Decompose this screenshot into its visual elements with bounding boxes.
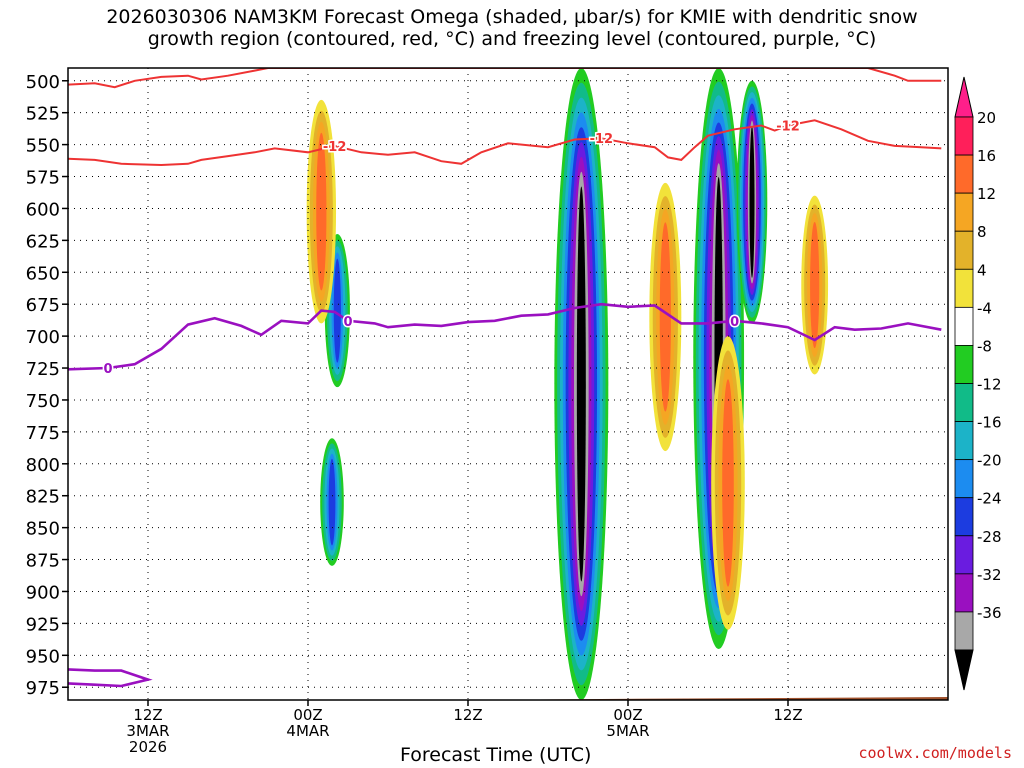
y-tick-label: 775 (26, 423, 60, 444)
contour-label: -12 (590, 132, 614, 147)
omega-feature-6 (659, 222, 671, 412)
y-tick-label: 500 (26, 72, 60, 93)
x-tick-label: 12Z (133, 706, 162, 724)
colorbar-label: -20 (977, 452, 1002, 470)
omega-feature-0 (576, 186, 586, 582)
colorbar-label: -8 (977, 337, 992, 355)
colorbar-swatch (954, 192, 974, 232)
colorbar-bottom-extend (954, 649, 974, 691)
y-tick-label: 625 (26, 231, 60, 252)
omega-feature-5 (316, 132, 327, 291)
chart-title-line1: 2026030306 NAM3KM Forecast Omega (shaded… (106, 6, 918, 28)
omega-feature-3 (333, 258, 341, 363)
y-tick-label: 875 (26, 551, 60, 572)
x-tick-label: 00Z (613, 706, 642, 724)
colorbar-label: -28 (977, 528, 1002, 546)
contour-line-0 (68, 119, 942, 167)
omega-shading (306, 68, 829, 700)
omega-feature-4 (328, 458, 336, 546)
colorbar-label: 20 (977, 109, 996, 127)
y-tick-label: 975 (26, 678, 60, 699)
y-tick-label: 725 (26, 359, 60, 380)
colorbar-swatch (954, 573, 974, 613)
plot-frame (67, 67, 949, 701)
colorbar-label: 16 (977, 147, 996, 165)
colorbar-label: -16 (977, 414, 1002, 432)
chart-title-line2: growth region (contoured, red, °C) and f… (147, 28, 877, 50)
credit-text: coolwx.com/models (858, 744, 1012, 762)
colorbar-label: 4 (977, 261, 987, 279)
contour-label: 0 (343, 315, 352, 330)
temperature-contours: -12 -12 -12 0 0 0 (68, 68, 942, 688)
colorbar-swatch (954, 345, 974, 384)
colorbar-swatch (954, 116, 974, 156)
colorbar-swatch (954, 268, 974, 308)
colorbar-swatch (954, 383, 974, 422)
contour-label: -12 (776, 119, 800, 134)
colorbar-label: 12 (977, 185, 996, 203)
x-tick-label: 00Z (293, 706, 322, 724)
colorbar-swatch (954, 421, 974, 461)
colorbar: 20 16 12 8 4 -4 -8 -12 -16 -20 -24 -28 -32 -36 (954, 76, 1002, 691)
x-tick-label: 3MAR (126, 722, 169, 740)
colorbar-swatch (954, 497, 974, 537)
omega-feature-8 (722, 379, 734, 587)
contour-label: 0 (103, 362, 112, 377)
contour-label: -12 (323, 140, 347, 155)
colorbar-swatch (954, 154, 974, 194)
y-tick-label: 550 (26, 136, 60, 157)
colorbar-swatch (954, 611, 974, 651)
y-tick-label: 525 (26, 104, 60, 125)
colorbar-swatch (954, 535, 974, 575)
colorbar-label: -36 (977, 604, 1002, 622)
y-tick-label: 675 (26, 295, 60, 316)
y-tick-label: 575 (26, 168, 60, 189)
y-tick-label: 650 (26, 263, 60, 284)
omega-feature-7 (810, 221, 820, 349)
y-tick-label: 825 (26, 487, 60, 508)
colorbar-label: -4 (977, 299, 992, 317)
y-tick-label: 600 (26, 199, 60, 220)
colorbar-label: -32 (977, 566, 1002, 584)
y-tick-label: 900 (26, 582, 60, 603)
x-tick-label: 4MAR (286, 722, 329, 740)
y-tick-label: 750 (26, 391, 60, 412)
y-tick-label: 950 (26, 646, 60, 667)
colorbar-label: 8 (977, 223, 987, 241)
colorbar-swatch (954, 230, 974, 270)
plot-area (68, 68, 948, 700)
colorbar-label: -24 (977, 490, 1002, 508)
x-axis-title: Forecast Time (UTC) (400, 744, 592, 766)
x-tick-label: 5MAR (606, 722, 649, 740)
y-tick-label: 700 (26, 327, 60, 348)
colorbar-swatch (954, 459, 974, 499)
contour-label: 0 (730, 315, 739, 330)
y-tick-label: 925 (26, 614, 60, 635)
omega-feature-2 (749, 126, 755, 278)
colorbar-swatch (954, 306, 974, 346)
x-tick-label: 12Z (453, 706, 482, 724)
contour-line-1 (68, 68, 942, 89)
contour-line-2 (68, 302, 942, 371)
y-tick-label: 800 (26, 455, 60, 476)
contour-line-3 (68, 668, 153, 688)
colorbar-label: -12 (977, 376, 1002, 394)
y-axis: 500 525 550 575 600 625 650 675 700 725 750 775 800 8… (26, 72, 68, 699)
x-tick-label: 2026 (129, 738, 167, 756)
colorbar-top-extend (954, 76, 974, 118)
y-tick-label: 850 (26, 519, 60, 540)
x-tick-label: 12Z (773, 706, 802, 724)
